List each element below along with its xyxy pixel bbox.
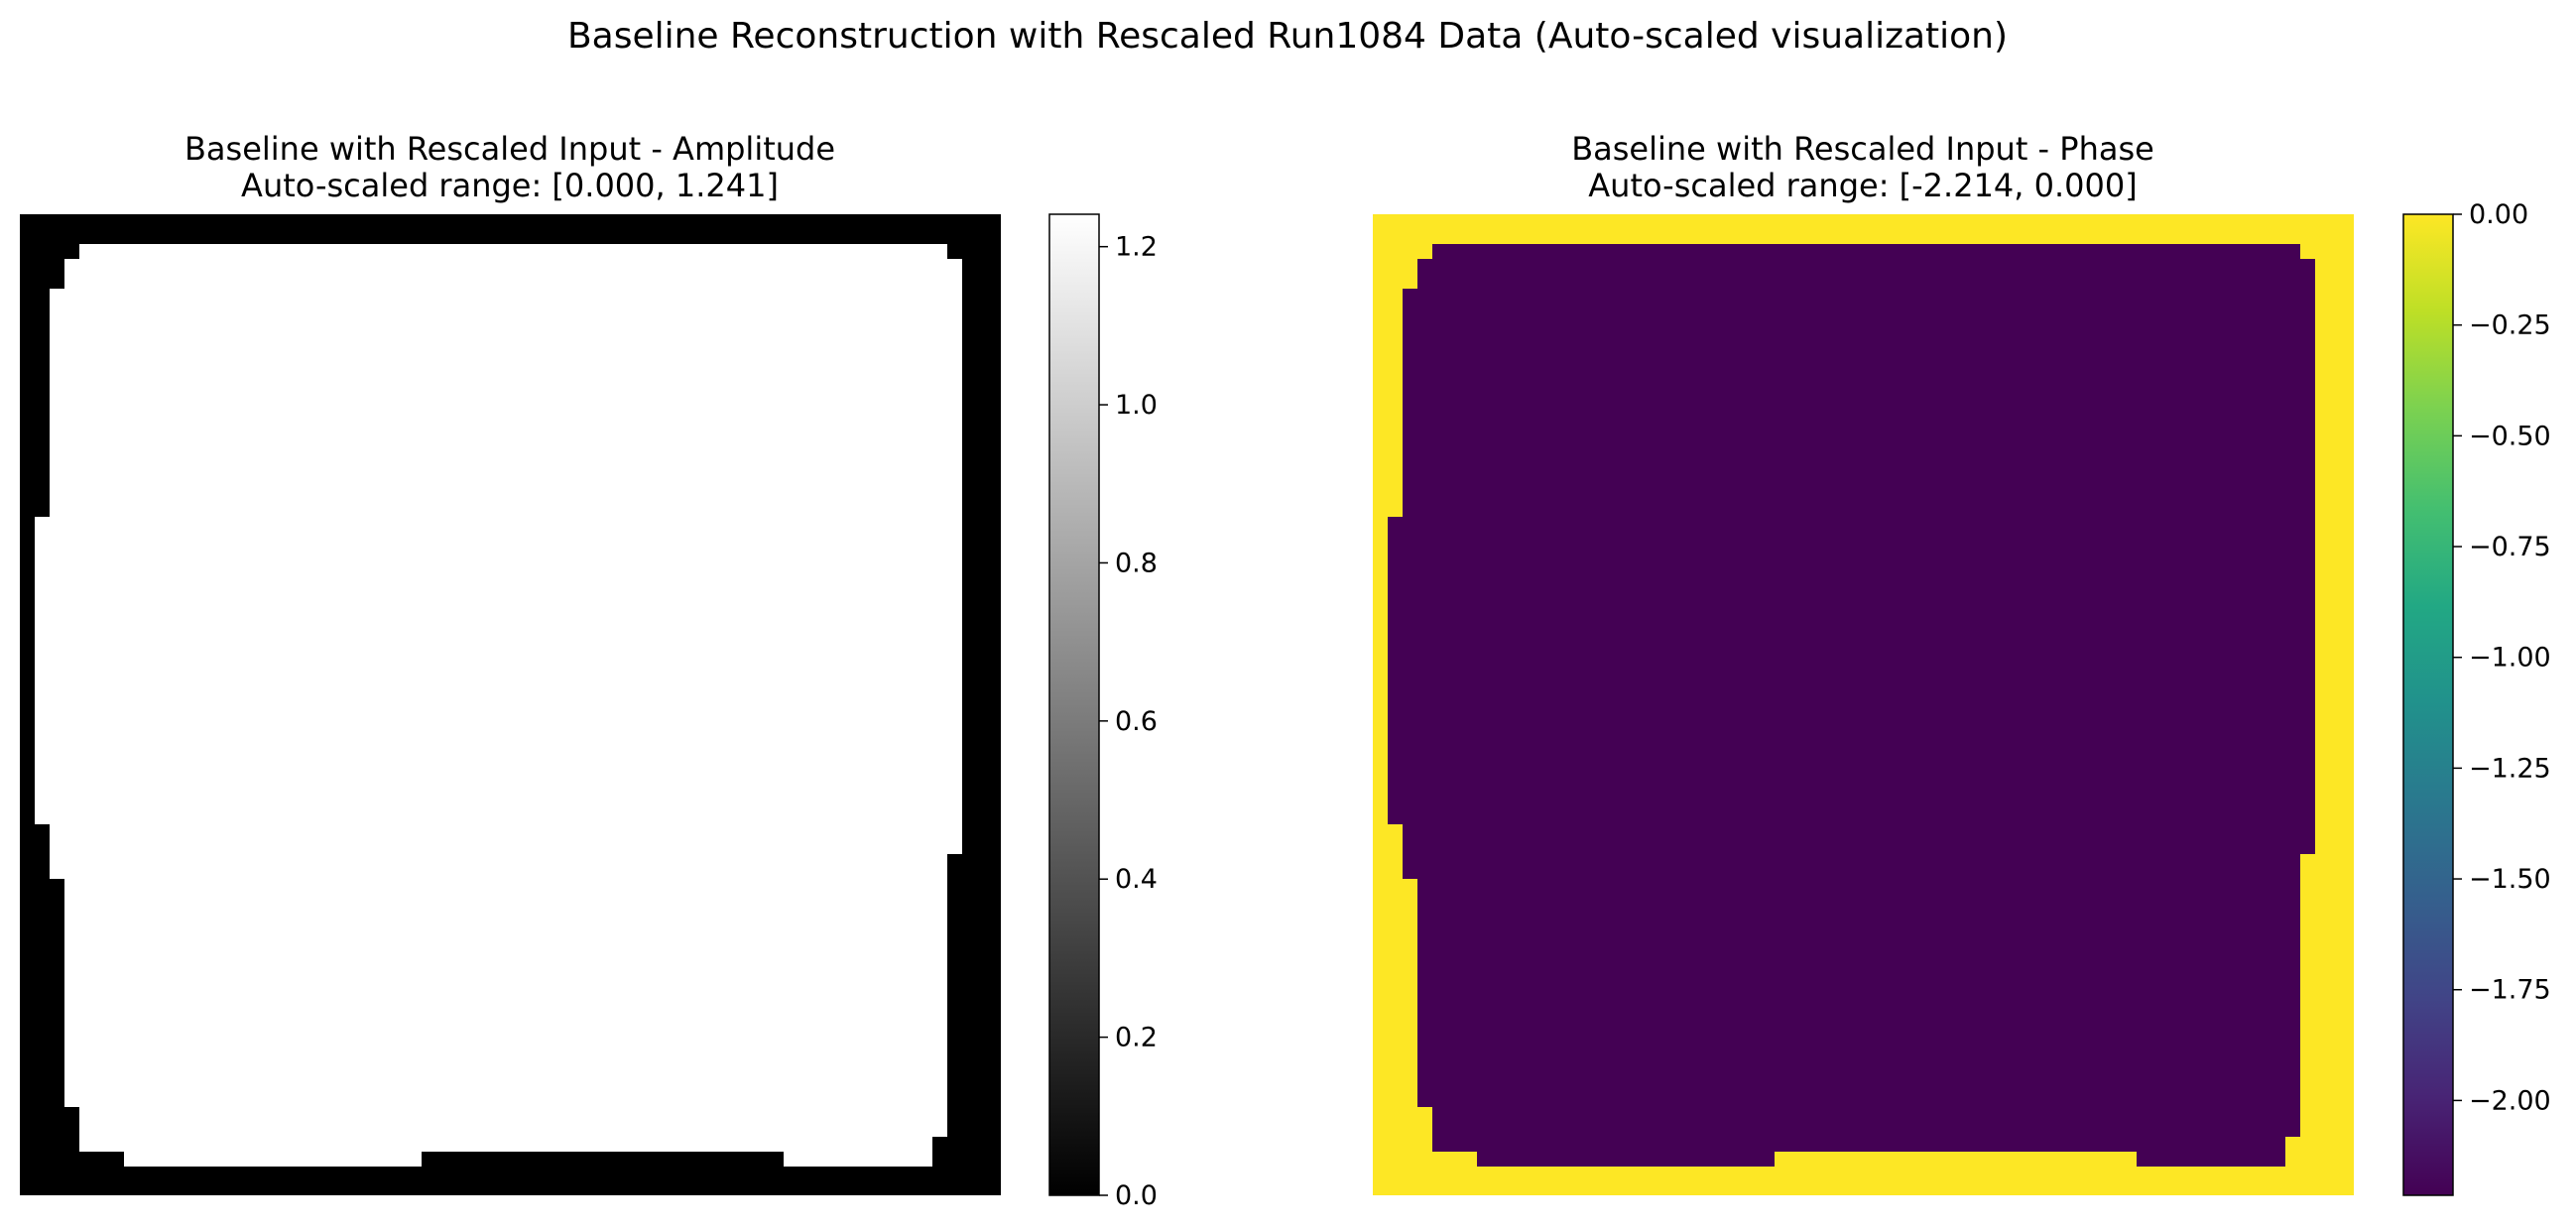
phase-colorbar-tick-label: −1.00 xyxy=(2469,643,2551,674)
phase-colorbar-ticks: 0.00 −0.25 −0.50 −0.75 −1.00 −1.25 −1.50 −1.75 −… xyxy=(2453,199,2551,1116)
phase-colorbar-tick-label: −1.75 xyxy=(2469,975,2551,1006)
amplitude-colorbar-tick-label: 0.0 xyxy=(1115,1180,1158,1211)
amplitude-colorbar-tick-label: 0.2 xyxy=(1115,1023,1158,1053)
phase-image-region xyxy=(1388,244,2315,1167)
phase-colorbar-tick-label: −0.75 xyxy=(2469,532,2551,562)
amplitude-image-region xyxy=(35,244,962,1167)
amplitude-colorbar-ticks: 0.0 0.2 0.4 0.6 0.8 1.0 1.2 xyxy=(1099,232,1158,1211)
amplitude-colorbar-tick-label: 0.8 xyxy=(1115,548,1158,578)
phase-panel: Baseline with Rescaled Input - Phase Aut… xyxy=(1373,130,2551,1196)
amplitude-colorbar-tick-label: 1.0 xyxy=(1115,390,1158,421)
figure-suptitle: Baseline Reconstruction with Rescaled Ru… xyxy=(567,16,2008,57)
phase-colorbar-tick-label: −1.25 xyxy=(2469,753,2551,784)
amplitude-colorbar-tick-label: 0.4 xyxy=(1115,864,1158,895)
phase-colorbar xyxy=(2402,213,2454,1196)
amplitude-panel: Baseline with Rescaled Input - Amplitude… xyxy=(20,130,1158,1211)
phase-colorbar-tick-label: −1.50 xyxy=(2469,864,2551,895)
amplitude-title-line1: Baseline with Rescaled Input - Amplitude xyxy=(184,130,835,168)
amplitude-colorbar xyxy=(1048,213,1100,1196)
amplitude-title-line2: Auto-scaled range: [0.000, 1.241] xyxy=(241,167,779,204)
phase-colorbar-tick-label: −2.00 xyxy=(2469,1085,2551,1116)
phase-title-line2: Auto-scaled range: [-2.214, 0.000] xyxy=(1588,167,2137,204)
phase-colorbar-tick-label: −0.50 xyxy=(2469,421,2551,451)
amplitude-colorbar-tick-label: 0.6 xyxy=(1115,706,1158,737)
phase-colorbar-tick-label: 0.00 xyxy=(2469,199,2528,230)
phase-colorbar-tick-label: −0.25 xyxy=(2469,310,2551,341)
amplitude-colorbar-tick-label: 1.2 xyxy=(1115,232,1158,263)
phase-title-line1: Baseline with Rescaled Input - Phase xyxy=(1571,130,2154,168)
